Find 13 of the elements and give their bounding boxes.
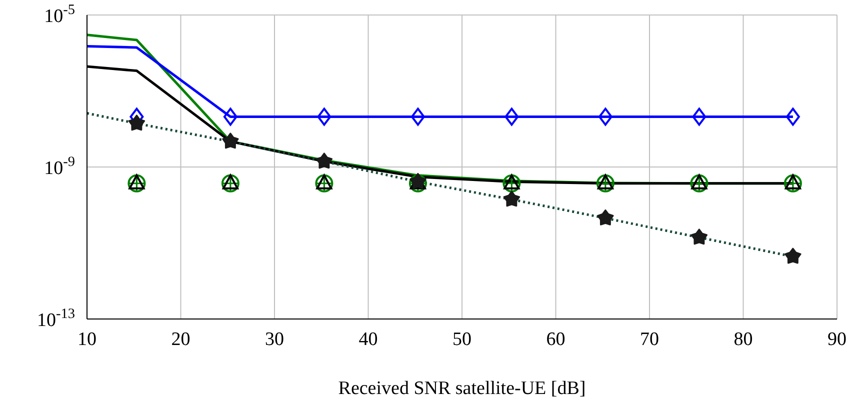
x-tick-label: 80 <box>734 329 753 350</box>
y-tick-label: 10$^{-13}$ <box>37 306 75 331</box>
x-tick-label: 20 <box>171 329 190 350</box>
x-tick-label: 90 <box>828 329 846 350</box>
x-axis-title: Received SNR satellite-UE [dB] <box>338 378 586 399</box>
x-tick-label: 10 <box>78 329 96 350</box>
x-tick-label: 40 <box>358 329 378 350</box>
y-tick-label: 10$^{-9}$ <box>44 154 75 179</box>
y-tick-label: 10$^{-5}$ <box>44 2 75 27</box>
x-tick-label: 50 <box>452 329 472 350</box>
x-tick-label: 60 <box>546 329 566 350</box>
x-tick-label: 30 <box>265 329 284 350</box>
x-tick-label: 70 <box>640 329 659 350</box>
